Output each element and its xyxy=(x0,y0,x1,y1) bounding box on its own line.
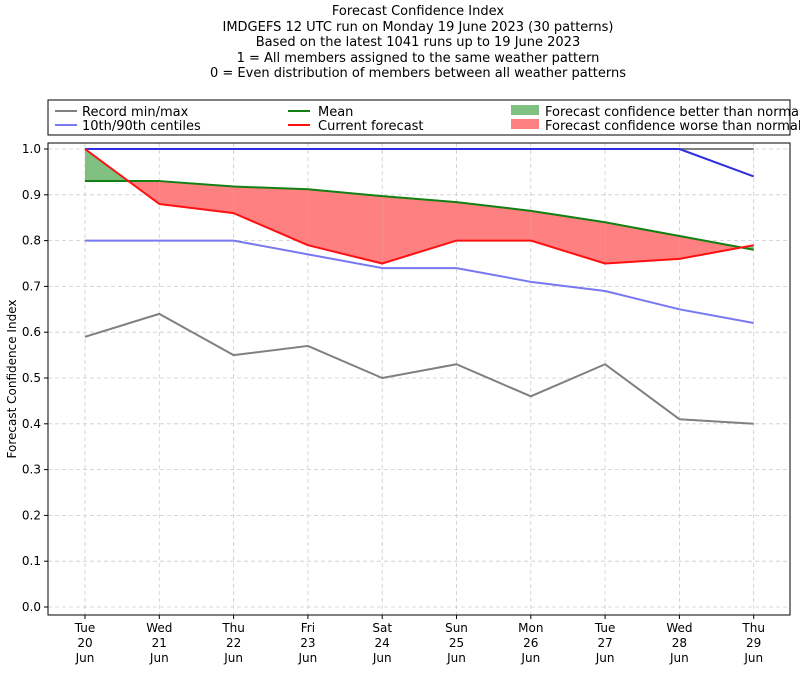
x-tick-label: Jun xyxy=(149,651,169,665)
y-tick-label: 1.0 xyxy=(22,142,41,156)
legend-centiles-label: 10th/90th centiles xyxy=(82,119,201,134)
y-axis-ticks: 0.0 0.1 0.2 0.3 0.4 0.5 0.6 0.7 0.8 0.9 1.0 xyxy=(22,142,48,614)
worse-than-normal-area xyxy=(679,236,742,259)
y-tick-label: 0.9 xyxy=(22,188,41,202)
chart-subtitle-zero: 0 = Even distribution of members between… xyxy=(209,66,627,82)
x-tick-label: Tue xyxy=(594,621,616,635)
legend-worse-swatch xyxy=(511,119,539,129)
centile-10-line xyxy=(85,239,754,325)
legend-current-label: Current forecast xyxy=(318,119,424,134)
legend-frame xyxy=(47,99,791,136)
chart-title-block: Forecast Confidence Index IMDGEFS 12 UTC… xyxy=(0,4,800,82)
worse-than-normal-area xyxy=(456,202,531,241)
x-tick-label: Thu xyxy=(221,621,245,635)
plot-area: 0.00.10.20.30.40.50.60.70.80.91.0 Tue20J… xyxy=(22,142,791,665)
x-tick-label: 29 xyxy=(746,636,761,650)
x-tick-label: Jun xyxy=(743,651,763,665)
y-tick-label: 0.1 xyxy=(22,554,41,568)
y-tick-label: 0.2 xyxy=(22,508,41,522)
chart-title: Forecast Confidence Index xyxy=(331,4,505,19)
legend-better-label: Forecast confidence better than normal xyxy=(545,105,800,120)
x-tick-label: 28 xyxy=(672,636,687,650)
current-forecast-line xyxy=(84,148,754,265)
x-tick-label: Thu xyxy=(741,621,765,635)
legend-better-swatch xyxy=(511,105,539,115)
mean-line xyxy=(85,180,754,251)
worse-than-normal-area xyxy=(530,210,606,264)
y-axis-label: Forecast Confidence Index xyxy=(5,300,19,459)
legend-record-label: Record min/max xyxy=(82,105,189,120)
x-tick-label: 25 xyxy=(449,636,464,650)
confidence-fills xyxy=(85,149,754,264)
x-tick-label: 23 xyxy=(300,636,315,650)
x-tick-label: Jun xyxy=(446,651,466,665)
worse-than-normal-area xyxy=(605,222,680,264)
centile-90-line xyxy=(85,148,755,178)
x-tick-label: Jun xyxy=(520,651,540,665)
x-axis-ticks: Tue20JunWed21JunThu22JunFri23JunSat24Jun… xyxy=(74,615,765,665)
chart-subtitle-runs: Based on the latest 1041 runs up to 19 J… xyxy=(255,35,581,51)
x-tick-label: 26 xyxy=(523,636,538,650)
worse-than-normal-area xyxy=(382,196,457,264)
y-tick-label: 0.7 xyxy=(22,279,41,293)
worse-than-normal-area xyxy=(307,189,383,264)
x-tick-label: Jun xyxy=(75,651,95,665)
y-tick-label: 0.8 xyxy=(22,234,41,248)
x-tick-label: 21 xyxy=(152,636,167,650)
x-tick-label: Tue xyxy=(74,621,96,635)
x-tick-label: Jun xyxy=(372,651,392,665)
plot-frame xyxy=(47,142,791,616)
x-tick-label: 20 xyxy=(77,636,92,650)
x-tick-label: Wed xyxy=(666,621,692,635)
x-tick-label: Jun xyxy=(669,651,689,665)
legend-mean-label: Mean xyxy=(318,105,353,120)
record-min-line xyxy=(84,312,754,425)
x-tick-label: Mon xyxy=(518,621,543,635)
y-tick-label: 0.6 xyxy=(22,325,41,339)
x-tick-label: Wed xyxy=(146,621,172,635)
legend: Record min/max 10th/90th centiles Mean C… xyxy=(47,99,800,136)
x-tick-label: 24 xyxy=(375,636,390,650)
worse-than-normal-area xyxy=(159,181,234,214)
chart-subtitle-one: 1 = All members assigned to the same wea… xyxy=(236,50,600,66)
x-tick-label: 27 xyxy=(597,636,612,650)
x-tick-label: Jun xyxy=(223,651,243,665)
x-tick-label: 22 xyxy=(226,636,241,650)
series-lines xyxy=(84,148,755,425)
x-tick-label: Sat xyxy=(372,621,392,635)
worse-than-normal-area xyxy=(233,186,308,246)
x-tick-label: Jun xyxy=(298,651,318,665)
x-tick-label: Jun xyxy=(595,651,615,665)
y-tick-label: 0.5 xyxy=(22,371,41,385)
y-tick-label: 0.0 xyxy=(22,600,41,614)
x-tick-label: Fri xyxy=(301,621,315,635)
x-tick-label: Sun xyxy=(445,621,468,635)
legend-worse-label: Forecast confidence worse than normal xyxy=(545,119,800,134)
y-tick-label: 0.4 xyxy=(22,417,41,431)
y-tick-label: 0.3 xyxy=(22,463,41,477)
chart-subtitle-run: IMDGEFS 12 UTC run on Monday 19 June 202… xyxy=(222,19,614,35)
